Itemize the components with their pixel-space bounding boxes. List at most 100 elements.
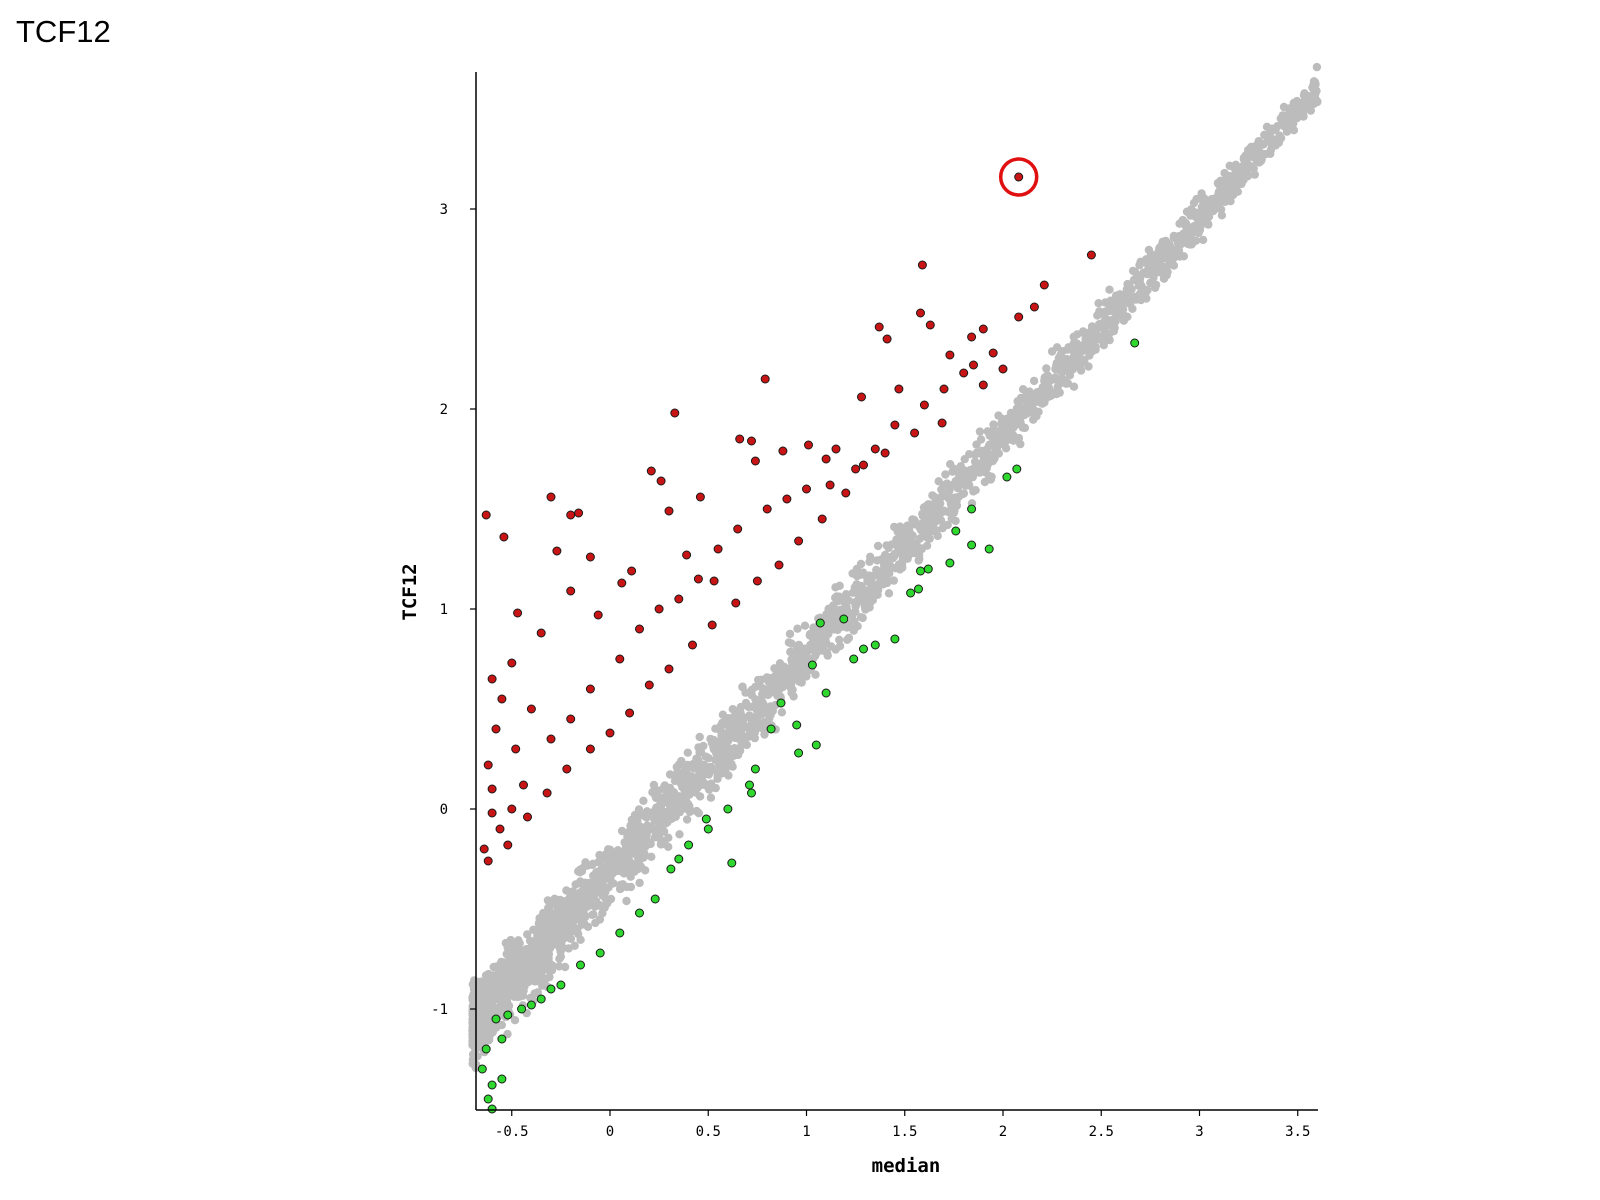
- down-point: [674, 854, 684, 864]
- neutral-point: [783, 679, 793, 688]
- down-point: [727, 858, 737, 868]
- neutral-point: [588, 859, 598, 868]
- neutral-point: [1143, 286, 1152, 295]
- x-tick-label: 1: [802, 1124, 810, 1140]
- neutral-point: [1209, 206, 1218, 216]
- neutral-point: [1091, 345, 1100, 354]
- neutral-point: [794, 640, 804, 650]
- up-point: [644, 680, 654, 690]
- neutral-point: [695, 748, 704, 757]
- y-tick-label: -1: [431, 1002, 448, 1018]
- highlight-ring: [998, 157, 1039, 197]
- up-point: [627, 566, 637, 576]
- neutral-point: [617, 826, 627, 836]
- neutral-point: [929, 524, 938, 533]
- neutral-point: [851, 607, 860, 616]
- down-point: [615, 928, 625, 938]
- neutral-point: [821, 638, 831, 647]
- neutral-point: [1285, 119, 1294, 128]
- up-point: [707, 620, 717, 630]
- neutral-point: [741, 688, 750, 697]
- neutral-point: [523, 930, 532, 939]
- down-point: [703, 824, 713, 834]
- neutral-point: [852, 564, 862, 574]
- neutral-point: [1084, 329, 1093, 338]
- up-point: [859, 460, 868, 470]
- neutral-point: [483, 976, 493, 985]
- neutral-point: [1002, 429, 1011, 438]
- up-point: [857, 392, 866, 402]
- down-point: [821, 688, 831, 698]
- neutral-point: [664, 833, 673, 842]
- neutral-point: [1152, 264, 1161, 274]
- up-point: [693, 574, 703, 584]
- up-point: [625, 708, 635, 718]
- neutral-point: [479, 1026, 488, 1036]
- x-axis-title: median: [872, 1155, 941, 1177]
- up-point: [988, 348, 998, 358]
- up-point: [495, 824, 505, 834]
- neutral-point: [1149, 273, 1158, 282]
- neutral-point: [723, 735, 733, 745]
- up-point: [585, 552, 595, 562]
- neutral-point: [991, 445, 1000, 454]
- neutral-point: [622, 896, 631, 906]
- up-point: [615, 654, 625, 664]
- neutral-point: [985, 440, 994, 449]
- down-point: [650, 894, 660, 904]
- up-point: [709, 576, 719, 586]
- neutral-point: [654, 832, 664, 842]
- down-point: [776, 698, 786, 708]
- neutral-point: [1007, 409, 1017, 418]
- neutral-point: [525, 960, 534, 969]
- y-tick-label: 3: [440, 202, 448, 218]
- neutral-point: [654, 786, 663, 795]
- neutral-point: [1185, 228, 1194, 238]
- down-point: [923, 564, 933, 574]
- neutral-point: [787, 639, 796, 648]
- neutral-point: [868, 580, 877, 590]
- neutral-point: [707, 738, 717, 748]
- neutral-point: [468, 1033, 477, 1042]
- neutral-point: [533, 988, 542, 997]
- neutral-point: [1290, 108, 1300, 118]
- highlighted-point: [1014, 172, 1024, 182]
- neutral-point: [548, 899, 557, 908]
- neutral-point: [1099, 341, 1109, 350]
- up-point: [967, 332, 977, 342]
- neutral-point: [747, 690, 756, 700]
- up-point: [542, 788, 552, 798]
- neutral-point: [1244, 160, 1253, 170]
- neutral-point: [862, 572, 871, 581]
- neutral-point: [641, 866, 650, 875]
- neutral-point: [889, 576, 898, 585]
- neutral-point: [763, 673, 772, 682]
- neutral-point: [754, 704, 763, 713]
- up-point: [831, 444, 841, 454]
- neutral-point: [999, 440, 1009, 449]
- neutral-point: [1112, 291, 1121, 300]
- neutral-point: [563, 925, 573, 935]
- up-point: [654, 604, 664, 614]
- neutral-point: [1159, 262, 1169, 272]
- neutral-point: [754, 675, 763, 685]
- down-point: [859, 644, 868, 654]
- neutral-point: [1300, 89, 1309, 98]
- neutral-point: [958, 489, 967, 499]
- neutral-point: [767, 688, 776, 697]
- up-point: [546, 492, 556, 502]
- neutral-point: [1194, 228, 1203, 238]
- up-point: [593, 610, 603, 620]
- neutral-point: [920, 523, 929, 533]
- neutral-point: [1175, 240, 1185, 250]
- neutral-point: [936, 499, 945, 508]
- up-point: [794, 536, 804, 546]
- down-point: [526, 1000, 536, 1010]
- neutral-point: [492, 1021, 501, 1031]
- up-point: [945, 350, 955, 360]
- neutral-point: [1123, 279, 1132, 289]
- up-point: [635, 624, 644, 634]
- neutral-point: [1135, 273, 1145, 283]
- down-point: [666, 864, 676, 874]
- up-point: [479, 844, 489, 854]
